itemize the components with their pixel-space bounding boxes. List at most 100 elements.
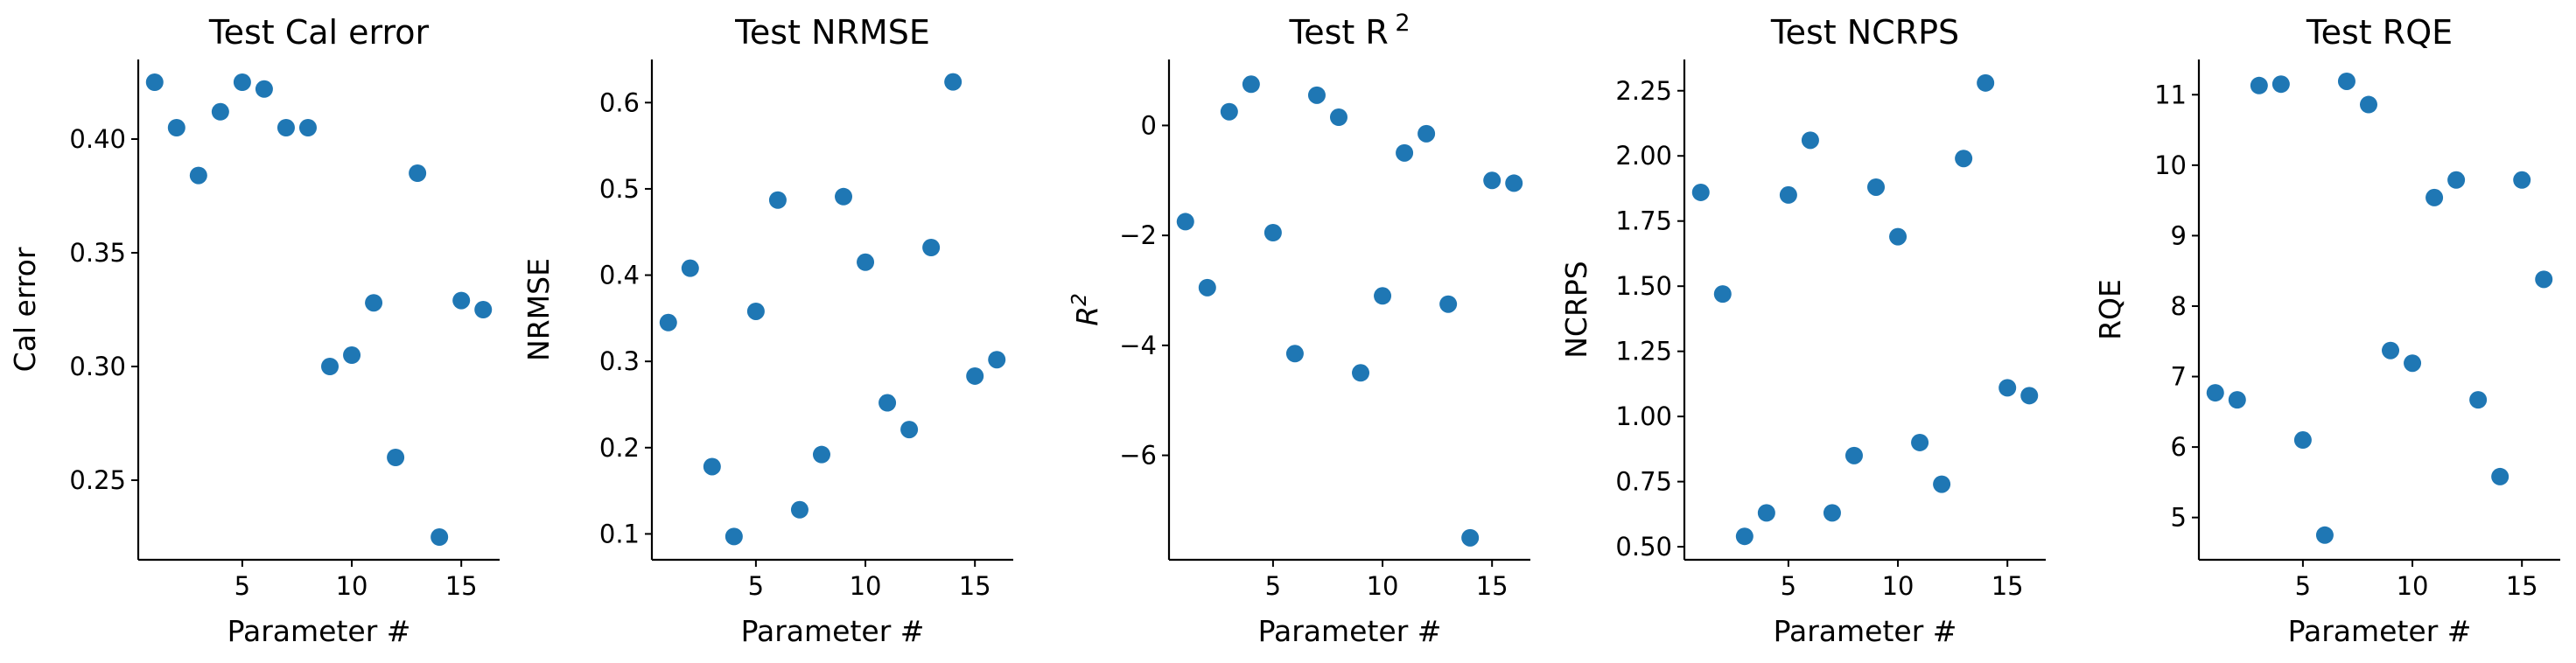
data-point: [387, 449, 405, 466]
data-point: [1220, 102, 1238, 121]
data-point: [1329, 108, 1348, 126]
y-axis-label: RQE: [2093, 279, 2127, 340]
data-point: [878, 394, 897, 412]
data-point: [922, 238, 941, 256]
x-tick-label: 15: [2506, 571, 2538, 601]
data-point: [724, 527, 743, 546]
y-tick-label: 1.75: [1615, 206, 1672, 236]
data-point: [857, 253, 875, 271]
x-tick-label: 5: [234, 571, 250, 601]
y-tick-label: −6: [1119, 441, 1157, 471]
x-tick-label: 10: [1882, 571, 1914, 601]
chart-title: Test R 2: [1288, 10, 1410, 52]
x-tick-label: 5: [1265, 571, 1281, 601]
data-point: [1801, 131, 1819, 150]
data-point: [343, 346, 361, 364]
data-point: [900, 421, 919, 439]
data-point: [298, 119, 317, 136]
data-point: [276, 119, 295, 136]
data-point: [1955, 150, 1973, 168]
y-tick-label: 2.00: [1615, 141, 1672, 171]
data-point: [145, 73, 164, 91]
y-tick-label: 0.5: [599, 174, 640, 204]
data-point: [2535, 270, 2553, 289]
data-point: [1889, 227, 1908, 246]
y-axis-label: Cal error: [8, 247, 42, 372]
x-axis-label: Parameter #: [2288, 614, 2472, 648]
data-point: [365, 294, 383, 312]
data-point: [790, 500, 808, 519]
y-tick-label: −4: [1119, 331, 1157, 360]
y-tick-label: 6: [2171, 432, 2187, 462]
data-point: [944, 73, 962, 91]
y-tick-label: 9: [2171, 220, 2187, 250]
y-tick-label: 11: [2154, 80, 2187, 109]
y-tick-label: 0.35: [69, 238, 126, 268]
data-point: [1198, 278, 1216, 297]
data-point: [2020, 387, 2039, 405]
data-point: [746, 302, 765, 320]
y-tick-label: 1.25: [1615, 337, 1672, 366]
data-point: [2272, 75, 2290, 94]
x-tick-label: 15: [445, 571, 478, 601]
data-point: [1461, 528, 1480, 547]
chart-title: Test Cal error: [208, 13, 430, 52]
data-point: [409, 164, 427, 182]
data-point: [1735, 527, 1754, 546]
data-point: [1285, 345, 1304, 363]
data-point: [1713, 285, 1732, 304]
y-tick-label: 7: [2171, 362, 2187, 392]
data-point: [1307, 86, 1326, 104]
y-tick-label: 0: [1141, 110, 1157, 140]
data-point: [2404, 354, 2422, 373]
title-superscript: 2: [1395, 10, 1410, 37]
data-point: [211, 102, 229, 121]
y-tick-label: 0.2: [599, 433, 640, 463]
data-point: [2250, 76, 2268, 94]
data-point: [255, 80, 273, 98]
data-point: [452, 291, 471, 310]
y-tick-label: 1.00: [1615, 401, 1672, 431]
chart-title: Test NCRPS: [1770, 13, 1959, 52]
y-tick-label: 0.40: [69, 124, 126, 154]
x-tick-label: 5: [748, 571, 764, 601]
x-tick-label: 10: [336, 571, 368, 601]
chart-panel-3: 5 10 15 −6 −4 −2 0 Test R 2 Parameter # R2: [1068, 10, 1530, 648]
y-tick-label: 0.1: [599, 519, 640, 548]
data-point: [2359, 95, 2377, 114]
y-axis-label: NCRPS: [1559, 261, 1593, 359]
data-point: [2491, 467, 2510, 485]
data-point: [1396, 143, 1414, 162]
data-point: [167, 119, 186, 136]
data-point: [966, 366, 984, 385]
y-tick-label: 0.3: [599, 346, 640, 376]
x-tick-label: 10: [1367, 571, 1399, 601]
x-tick-label: 5: [1781, 571, 1796, 601]
chart-panel-4: 5 10 15 0.50 0.75 1.00 1.25 1.50 1.75 2.00 2.25 Tes…: [1559, 13, 2046, 648]
data-point: [1352, 364, 1370, 382]
data-point: [2293, 431, 2312, 450]
data-point: [1757, 504, 1775, 522]
data-point: [703, 457, 721, 476]
data-point: [233, 73, 251, 91]
data-point: [1933, 475, 1951, 493]
data-point: [1779, 185, 1797, 204]
y-tick-label: 2.25: [1615, 76, 1672, 106]
y-tick-label: 0.30: [69, 352, 126, 381]
y-axis-label: NRMSE: [522, 258, 556, 361]
y-tick-label: 0.4: [599, 261, 640, 290]
data-point: [1505, 174, 1523, 192]
y-tick-label: −2: [1119, 220, 1157, 250]
x-axis-label: Parameter #: [1774, 614, 1957, 648]
data-point: [1264, 224, 1282, 241]
data-point: [835, 187, 853, 206]
x-tick-label: 15: [1992, 571, 2024, 601]
x-tick-label: 10: [850, 571, 882, 601]
data-point: [1911, 433, 1929, 451]
data-point: [681, 259, 699, 277]
chart-title: Test NRMSE: [734, 13, 930, 52]
y-tick-label: 8: [2171, 291, 2187, 321]
data-point: [1998, 379, 2017, 397]
y-tick-label: 1.50: [1615, 271, 1672, 301]
